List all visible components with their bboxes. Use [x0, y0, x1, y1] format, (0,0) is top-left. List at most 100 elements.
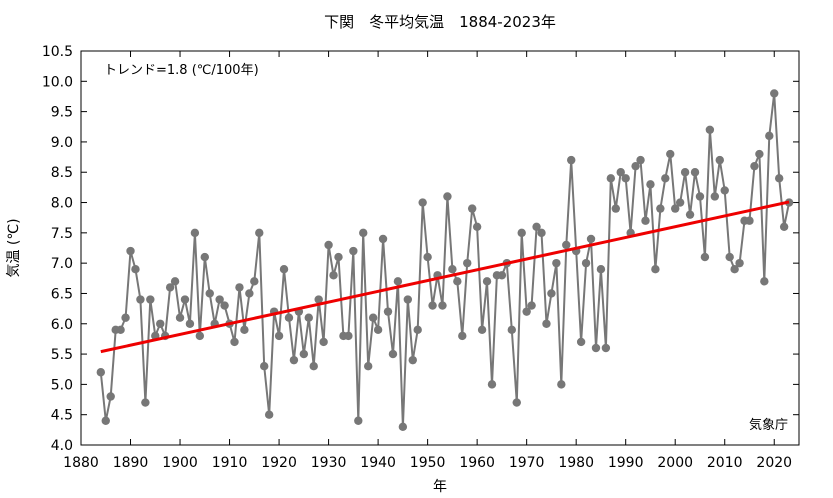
y-tick-label: 9.0 [51, 135, 73, 151]
data-point [779, 222, 789, 231]
x-tick-label: 1880 [63, 455, 99, 471]
data-point [354, 416, 363, 425]
data-point [542, 319, 551, 328]
data-point [185, 319, 195, 328]
data-point [180, 295, 190, 304]
y-tick-label: 10.5 [42, 44, 73, 60]
source-label: 気象庁 [749, 417, 788, 433]
data-point [760, 277, 769, 286]
data-point [700, 252, 710, 262]
x-tick-label: 1900 [162, 455, 198, 471]
data-point [774, 174, 784, 183]
data-point [175, 313, 185, 322]
data-point [710, 192, 720, 201]
data-point [383, 307, 393, 316]
data-point [393, 277, 403, 286]
data-point [408, 355, 417, 365]
data-point [101, 416, 110, 425]
x-tick-label: 2010 [707, 455, 743, 471]
data-point [131, 265, 140, 274]
y-tick-label: 6.0 [51, 317, 73, 333]
data-point [170, 277, 180, 286]
data-point [720, 186, 729, 195]
data-point [675, 198, 685, 207]
data-point [596, 265, 606, 274]
data-point [517, 228, 526, 238]
data-point [264, 410, 274, 419]
data-point [755, 149, 764, 159]
x-tick-label: 1960 [459, 455, 495, 471]
x-tick-label: 2000 [657, 455, 693, 471]
y-axis-label: 気温 (℃) [6, 218, 22, 277]
data-point [260, 362, 269, 371]
data-point [680, 168, 690, 177]
data-point [477, 325, 487, 335]
data-point [527, 301, 536, 310]
trend-label: トレンド=1.8 (℃/100年) [104, 63, 259, 78]
data-point [349, 246, 358, 256]
y-tick-label: 5.5 [51, 347, 73, 363]
data-point [423, 252, 432, 262]
x-axis-label: 年 [433, 479, 447, 495]
data-point [220, 301, 229, 310]
x-tick-label: 1940 [360, 455, 396, 471]
data-point [96, 368, 106, 377]
chart-title: 下関 冬平均気温 1884-2023年 [324, 13, 556, 31]
data-point [547, 289, 556, 298]
data-point [309, 362, 318, 371]
y-tick-label: 8.0 [51, 196, 73, 212]
data-point [730, 265, 739, 274]
data-point [299, 349, 309, 359]
data-point [552, 258, 561, 268]
data-point [671, 204, 680, 213]
data-point [418, 198, 427, 207]
data-point [453, 277, 462, 286]
data-point [631, 161, 640, 171]
data-point [606, 174, 616, 183]
data-point [522, 307, 531, 316]
data-point [512, 398, 521, 407]
data-point [463, 258, 472, 268]
data-point [334, 252, 343, 262]
data-point [616, 168, 625, 177]
data-point [487, 380, 497, 389]
data-point [651, 265, 660, 274]
data-point [304, 313, 313, 322]
data-point [156, 319, 165, 328]
trend-line [100, 200, 790, 354]
data-point [497, 271, 507, 280]
data-point [661, 174, 670, 183]
data-point [205, 289, 214, 298]
y-tick-label: 7.0 [51, 256, 73, 272]
data-point [215, 295, 224, 304]
data-point [666, 149, 675, 159]
data-point [279, 265, 289, 274]
data-point [507, 325, 516, 335]
data-point [245, 289, 254, 298]
data-point [116, 325, 125, 335]
data-point [715, 155, 724, 165]
data-point [641, 216, 650, 225]
data-point [770, 89, 779, 98]
data-point [448, 265, 457, 274]
data-point [230, 337, 239, 347]
data-point [458, 331, 467, 341]
data-point [319, 337, 328, 347]
data-point [388, 349, 398, 359]
data-point [472, 222, 482, 231]
data-point [126, 246, 135, 256]
y-tick-label: 4.0 [51, 438, 73, 454]
data-point [141, 398, 150, 407]
data-point [146, 295, 155, 304]
data-point [368, 313, 378, 322]
y-tick-label: 7.5 [51, 226, 73, 242]
data-point [567, 155, 576, 165]
x-tick-label: 2020 [756, 455, 792, 471]
data-point [378, 234, 388, 244]
data-point [695, 192, 705, 201]
data-point [284, 313, 294, 322]
data-point [482, 277, 492, 286]
data-point [373, 325, 383, 335]
y-tick-label: 9.5 [51, 105, 73, 121]
